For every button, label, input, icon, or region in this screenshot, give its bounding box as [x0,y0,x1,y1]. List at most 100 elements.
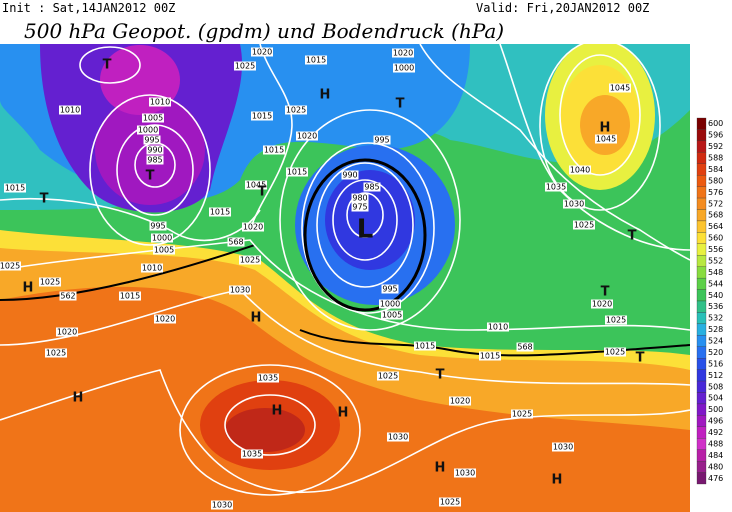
pressure-label: 975 [352,203,367,212]
reference-contour [299,329,690,357]
label-backdrop [209,207,231,217]
label-backdrop [454,468,476,478]
isobar [0,369,690,494]
label-backdrop [149,221,167,231]
label-backdrop [263,145,285,155]
label-backdrop [351,193,369,203]
pressure-center: H [600,121,611,136]
label-backdrop [229,285,251,295]
label-backdrop [227,237,245,247]
colorbar-swatch [696,346,707,359]
isobar [279,109,461,331]
colorbar-swatch [696,335,707,347]
colorbar-swatch [696,460,707,473]
colorbar-swatch [696,266,707,279]
pressure-center: H [552,473,563,488]
label-backdrop [414,341,436,351]
colorbar-swatch [696,163,707,176]
colorbar-swatch [696,392,707,405]
pressure-label: 980 [352,194,367,203]
isobar [0,289,690,386]
label-backdrop [141,263,163,273]
colorbar-label: 552 [708,256,723,265]
isobar [79,46,141,84]
label-backdrop [257,373,279,383]
colorbar-label: 532 [708,314,723,323]
pressure-center: H [320,88,331,103]
label-backdrop [449,396,471,406]
label-backdrop [56,327,78,337]
label-backdrop [487,322,509,332]
colorbar-swatch [696,232,707,244]
label-backdrop [39,277,61,287]
label-backdrop [373,135,391,145]
pressure-label: 568 [517,343,532,352]
colorbar-label: 576 [708,188,723,197]
isobar [332,179,398,261]
valid-time: Valid: Fri,20JAN2012 00Z [476,1,649,15]
colorbar-label: 568 [708,211,723,220]
colorbar-label: 556 [708,245,723,254]
label-backdrop [392,48,414,58]
pressure-label: 1025 [235,62,255,71]
colorbar-label: 500 [708,405,723,414]
pressure-label: 1030 [564,200,584,209]
colorbar-label: 484 [708,451,723,460]
pressure-center: T [396,97,405,112]
colorbar-label: 540 [708,291,723,300]
colorbar-label: 488 [708,439,723,448]
pressure-label: 1015 [210,208,230,217]
colorbar-swatch [696,403,707,416]
pressure-label: 1025 [40,278,60,287]
label-backdrop [4,183,26,193]
isobars [0,44,690,496]
pressure-label: 985 [364,183,379,192]
pressure-center: H [251,311,262,326]
colorbar-swatch [696,426,707,439]
colorbar-swatch [696,415,707,427]
pressure-center: H [23,281,34,296]
pressure-label: 1010 [60,106,80,115]
pressure-label: 1040 [570,166,590,175]
label-backdrop [0,261,21,271]
pressure-label: 1000 [152,234,172,243]
pressure-label: 1020 [393,49,413,58]
colorbar-label: 596 [708,131,723,140]
pressure-center: T [628,229,637,244]
pressure-label: 1030 [212,501,232,510]
colorbar-swatch [696,175,707,187]
colorbar-label: 528 [708,325,723,334]
colorbar-label: 588 [708,154,723,163]
isobar [179,364,361,496]
warm-field [0,286,690,512]
colorbar-swatch [696,358,707,370]
label-backdrop [241,449,263,459]
label-backdrop [251,111,273,121]
map-area: 1020102510151020100010101005100099599098… [0,44,690,512]
pressure-label: 1035 [258,374,278,383]
pressure-label: 1045 [246,181,266,190]
colorbar-label: 508 [708,382,723,391]
colorbar-swatch [696,472,707,485]
pressure-label: 1020 [252,48,272,57]
label-backdrop [387,432,409,442]
pressure-label: 1030 [388,433,408,442]
label-backdrop [393,63,415,73]
pressure-center: T [601,285,610,300]
label-backdrop [239,255,261,265]
colorbar-label: 476 [708,474,723,483]
pressure-label: 1025 [46,349,66,358]
pressure-label: 1015 [480,352,500,361]
pressure-label: 985 [147,156,162,165]
label-backdrop [609,83,631,93]
label-backdrop [137,125,159,135]
isobar [346,192,384,238]
colorbar-label: 564 [708,222,723,231]
isobar [0,239,690,331]
label-backdrop [211,500,233,510]
pressure-label: 990 [147,146,162,155]
pressure-center: T [103,58,112,73]
colorbar-label: 580 [708,176,723,185]
label-backdrop [142,113,164,123]
colorbar-label: 536 [708,302,723,311]
